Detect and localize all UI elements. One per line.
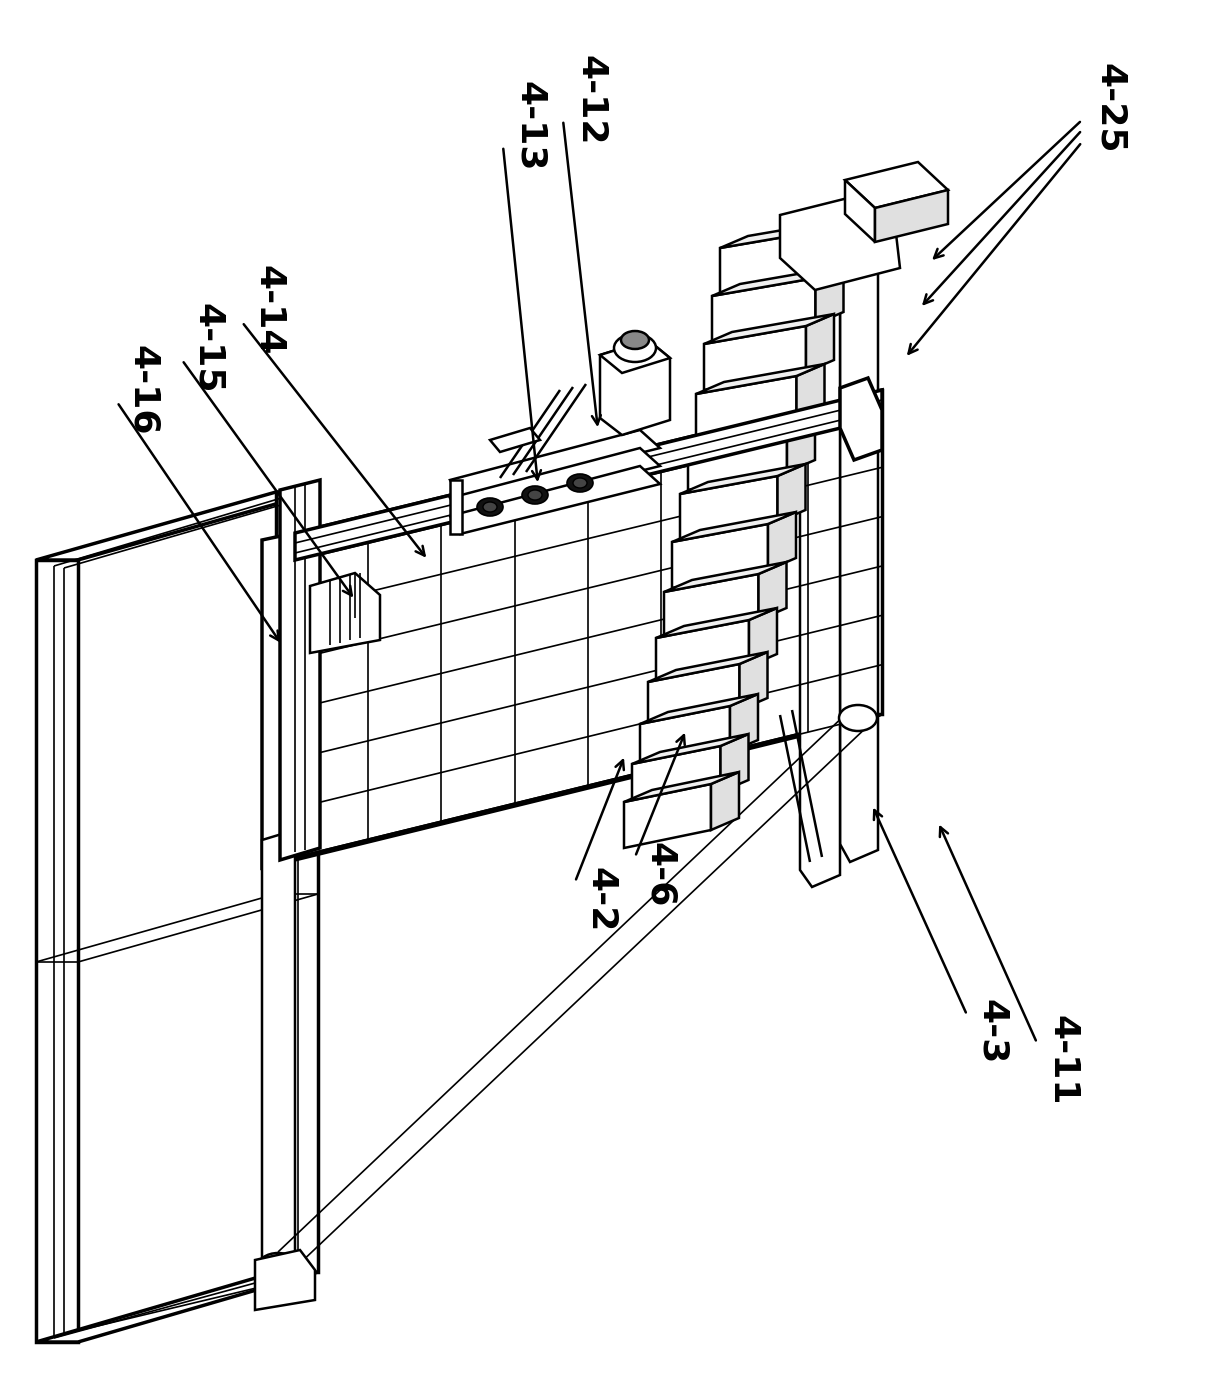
Ellipse shape <box>483 502 497 512</box>
Polygon shape <box>815 265 843 324</box>
Polygon shape <box>720 219 853 248</box>
Polygon shape <box>712 265 843 296</box>
Text: 4-14: 4-14 <box>251 265 285 355</box>
Polygon shape <box>711 771 739 830</box>
Text: 4-12: 4-12 <box>573 55 607 146</box>
Polygon shape <box>720 230 825 294</box>
Text: 4-6: 4-6 <box>643 843 677 908</box>
Polygon shape <box>759 562 787 620</box>
Text: 4-25: 4-25 <box>1092 63 1127 153</box>
Polygon shape <box>310 573 380 653</box>
Polygon shape <box>656 620 749 683</box>
Polygon shape <box>672 512 796 542</box>
Ellipse shape <box>522 485 547 505</box>
Polygon shape <box>679 463 805 494</box>
Polygon shape <box>35 492 318 560</box>
Polygon shape <box>295 418 882 858</box>
Polygon shape <box>730 694 758 752</box>
Polygon shape <box>739 652 767 710</box>
Text: 4-13: 4-13 <box>513 81 547 172</box>
Polygon shape <box>664 573 759 638</box>
Polygon shape <box>450 480 462 534</box>
Polygon shape <box>624 784 711 848</box>
Polygon shape <box>825 219 853 276</box>
Ellipse shape <box>266 1260 290 1276</box>
Polygon shape <box>632 747 721 810</box>
Ellipse shape <box>621 331 649 349</box>
Polygon shape <box>262 534 295 868</box>
Polygon shape <box>840 378 882 461</box>
Polygon shape <box>664 562 787 593</box>
Polygon shape <box>600 340 670 373</box>
Polygon shape <box>648 664 739 727</box>
Polygon shape <box>450 448 660 516</box>
Polygon shape <box>450 466 660 534</box>
Ellipse shape <box>477 498 503 516</box>
Text: 4-2: 4-2 <box>583 868 617 932</box>
Polygon shape <box>280 480 320 859</box>
Polygon shape <box>262 714 882 868</box>
Polygon shape <box>276 492 318 1272</box>
Polygon shape <box>800 250 840 887</box>
Text: 4-16: 4-16 <box>126 345 160 436</box>
Polygon shape <box>797 364 825 422</box>
Polygon shape <box>780 195 899 290</box>
Polygon shape <box>35 1272 318 1342</box>
Polygon shape <box>255 1250 315 1310</box>
Polygon shape <box>624 771 739 802</box>
Polygon shape <box>749 608 777 666</box>
Polygon shape <box>704 326 807 390</box>
Ellipse shape <box>567 474 593 492</box>
Polygon shape <box>672 524 767 588</box>
Polygon shape <box>844 162 948 208</box>
Polygon shape <box>640 694 758 725</box>
Polygon shape <box>679 476 777 540</box>
Polygon shape <box>844 180 875 242</box>
Polygon shape <box>767 512 796 571</box>
Polygon shape <box>632 734 749 764</box>
Polygon shape <box>875 190 948 242</box>
Polygon shape <box>295 390 882 560</box>
Text: 4-11: 4-11 <box>1045 1015 1079 1106</box>
Ellipse shape <box>613 334 656 362</box>
Text: 4-3: 4-3 <box>975 1000 1009 1064</box>
Polygon shape <box>600 340 670 434</box>
Polygon shape <box>688 426 787 490</box>
Polygon shape <box>721 734 749 792</box>
Polygon shape <box>777 463 805 522</box>
Polygon shape <box>704 314 833 344</box>
Polygon shape <box>697 375 797 440</box>
Polygon shape <box>787 414 815 472</box>
Polygon shape <box>490 428 540 452</box>
Polygon shape <box>35 560 78 1342</box>
Ellipse shape <box>573 478 587 488</box>
Polygon shape <box>640 705 730 770</box>
Ellipse shape <box>840 705 877 732</box>
Polygon shape <box>712 278 815 342</box>
Ellipse shape <box>257 1253 299 1283</box>
Polygon shape <box>295 390 882 560</box>
Polygon shape <box>656 608 777 638</box>
Polygon shape <box>807 314 833 373</box>
Polygon shape <box>450 430 660 498</box>
Polygon shape <box>852 390 882 714</box>
Polygon shape <box>648 652 767 682</box>
Polygon shape <box>697 364 825 395</box>
Polygon shape <box>262 830 295 1275</box>
Polygon shape <box>688 414 815 444</box>
Text: 4-15: 4-15 <box>191 302 225 393</box>
Polygon shape <box>840 230 877 862</box>
Ellipse shape <box>528 490 543 500</box>
